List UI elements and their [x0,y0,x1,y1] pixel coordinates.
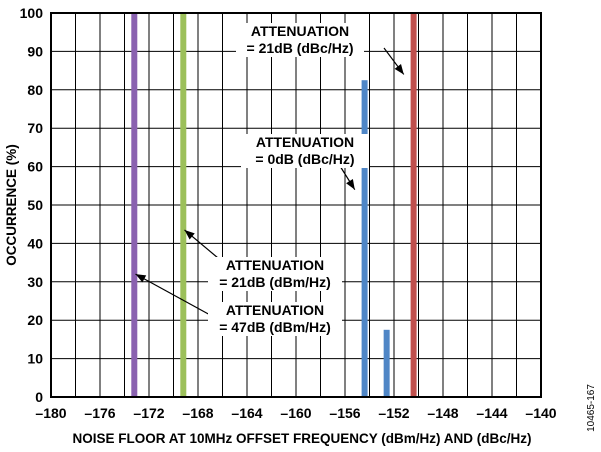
x-tick-label: –152 [378,405,409,421]
y-tick-label: 10 [27,351,43,367]
y-axis-title: OCCURRENCE (%) [4,144,19,266]
y-tick-label: 100 [20,5,44,21]
figure-id: 10465-167 [586,384,597,432]
annotation-label: ATTENUATION [226,302,324,318]
bars-group [131,13,417,397]
annotation-arrowhead [346,179,355,190]
grid-lines [51,13,541,397]
annotation-label: ATTENUATION [256,134,354,150]
x-tick-label: –156 [329,405,360,421]
x-tick-label: –144 [476,405,507,421]
annotation-label-background [208,257,342,274]
y-tick-label: 70 [27,120,43,136]
x-tick-label: –140 [525,405,556,421]
annotation-arrow [135,273,213,317]
x-tick-label: –164 [231,405,262,421]
annotation-label-background [236,23,364,40]
annotation-label: = 47dB (dBm/Hz) [219,319,331,335]
annotation-arrowhead [184,229,195,240]
x-tick-label: –180 [35,405,66,421]
bar [180,13,187,397]
y-tick-label: 90 [27,43,43,59]
annotations-group: ATTENUATION= 21dB (dBc/Hz)ATTENUATION= 0… [135,23,405,336]
y-tick-label: 0 [35,389,43,405]
y-tick-label: 60 [27,159,43,175]
x-tick-label: –176 [84,405,115,421]
annotation-arrowhead [394,64,404,75]
annotation-label: = 21dB (dBm/Hz) [219,274,331,290]
plot-frame [50,12,542,398]
bar [410,13,417,397]
annotation-label-background [236,40,364,57]
x-tick-label: –160 [280,405,311,421]
annotation-label-background [241,151,369,168]
annotation-label: ATTENUATION [226,257,324,273]
y-tick-label: 40 [27,235,43,251]
bar [361,80,368,397]
y-tick-label: 30 [27,274,43,290]
annotation-label-background [208,274,342,291]
x-tick-label: –148 [427,405,458,421]
bar [131,13,138,397]
annotation-label-background [208,319,342,336]
x-tick-label: –172 [133,405,164,421]
annotation-arrowhead [135,274,147,283]
y-tick-label: 80 [27,82,43,98]
y-tick-label: 20 [27,312,43,328]
annotation-label-background [208,302,342,319]
annotation-label: = 21dB (dBc/Hz) [247,40,354,56]
annotation-label: = 0dB (dBc/Hz) [255,151,354,167]
annotation-label-background [241,134,369,151]
annotation-label: ATTENUATION [251,23,349,39]
x-axis-title: NOISE FLOOR AT 10MHz OFFSET FREQUENCY (d… [72,431,531,446]
bar [383,329,390,397]
x-tick-labels: –180 –176 –172 –168 –164 –160 –156 –152 –148 –144… [35,405,556,421]
y-tick-label: 50 [27,197,43,213]
y-tick-labels: 0 10 20 30 40 50 60 70 80 90 100 [20,5,44,405]
x-tick-label: –168 [182,405,213,421]
